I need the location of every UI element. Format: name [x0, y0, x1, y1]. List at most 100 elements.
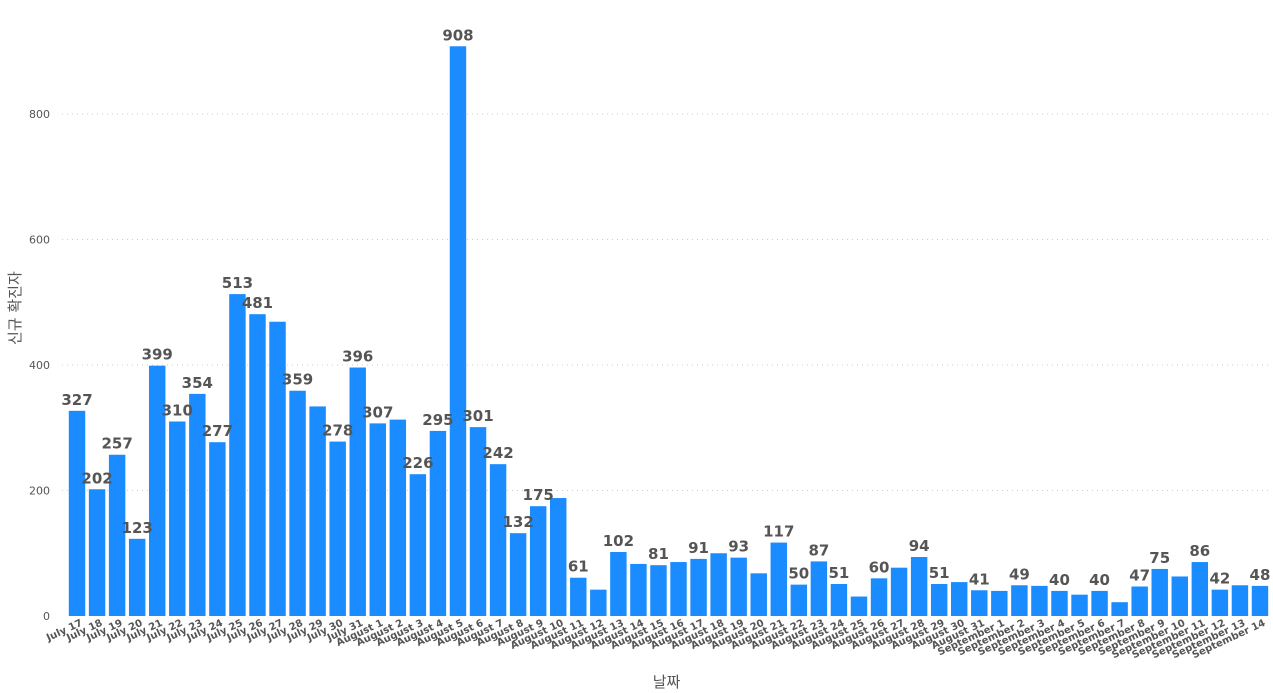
bar-september-9[interactable] [1151, 568, 1168, 616]
data-label: 123 [122, 519, 153, 537]
bar-july-27[interactable] [269, 321, 286, 616]
data-label: 396 [342, 348, 373, 366]
bar-august-7[interactable] [489, 464, 507, 616]
bar-august-9[interactable] [529, 506, 547, 616]
bar-july-26[interactable] [249, 314, 266, 616]
bar-september-8[interactable] [1131, 586, 1148, 616]
bar-august-11[interactable] [570, 577, 587, 616]
data-label: 94 [909, 537, 930, 555]
bar-july-19[interactable] [108, 454, 126, 616]
bar-august-21[interactable] [770, 542, 787, 616]
bar-july-17[interactable] [68, 410, 86, 616]
data-label: 51 [828, 564, 849, 582]
data-label: 93 [728, 538, 749, 556]
data-label: 87 [808, 541, 829, 559]
bar-july-18[interactable] [88, 489, 106, 616]
bar-september-12[interactable] [1211, 589, 1229, 616]
bar-august-2[interactable] [389, 419, 407, 616]
bar-august-30[interactable] [951, 582, 968, 616]
bar-september-2[interactable] [1011, 585, 1028, 616]
data-label: 48 [1250, 566, 1271, 584]
bar-july-24[interactable] [209, 442, 226, 616]
bar-august-25[interactable] [850, 596, 868, 616]
data-label: 202 [81, 469, 112, 487]
data-label: 40 [1049, 571, 1070, 589]
bar-august-3[interactable] [409, 474, 427, 616]
data-label: 481 [242, 294, 273, 312]
bar-august-8[interactable] [509, 533, 527, 616]
data-label: 117 [763, 523, 794, 541]
data-label: 132 [502, 513, 533, 531]
bar-august-5[interactable] [449, 46, 467, 616]
y-tick-label: 600 [29, 234, 50, 247]
bar-august-31[interactable] [971, 590, 988, 616]
data-label: 75 [1149, 549, 1170, 567]
bar-september-7[interactable] [1111, 602, 1128, 616]
bar-august-26[interactable] [870, 578, 888, 616]
bar-september-4[interactable] [1051, 590, 1068, 616]
bar-august-1[interactable] [369, 423, 386, 616]
bar-august-24[interactable] [830, 584, 848, 616]
data-label: 278 [322, 422, 353, 440]
bar-september-14[interactable] [1251, 585, 1269, 616]
bar-august-17[interactable] [690, 558, 707, 616]
data-label: 908 [442, 26, 473, 44]
bar-august-4[interactable] [429, 430, 447, 616]
data-label: 513 [222, 274, 253, 292]
bar-september-6[interactable] [1091, 590, 1108, 616]
data-label: 301 [462, 407, 493, 425]
data-label: 310 [162, 401, 193, 419]
bar-july-20[interactable] [128, 538, 146, 616]
data-label: 257 [101, 435, 132, 453]
y-tick-label: 200 [29, 485, 50, 498]
data-label: 86 [1189, 542, 1210, 560]
data-label: 242 [482, 444, 513, 462]
bar-august-13[interactable] [610, 552, 627, 616]
bar-august-23[interactable] [810, 561, 828, 616]
bar-september-5[interactable] [1071, 594, 1088, 616]
bar-july-22[interactable] [169, 421, 186, 616]
bar-july-28[interactable] [289, 390, 306, 616]
data-label: 102 [603, 532, 634, 550]
bar-august-16[interactable] [670, 562, 687, 616]
data-label: 277 [202, 422, 233, 440]
bar-august-27[interactable] [890, 567, 908, 616]
bar-august-10[interactable] [550, 498, 567, 616]
bar-july-23[interactable] [189, 393, 206, 616]
data-label: 354 [182, 374, 213, 392]
y-tick-label: 0 [43, 610, 50, 623]
data-label: 41 [969, 570, 990, 588]
bar-september-10[interactable] [1171, 576, 1188, 616]
data-labels: 327 202 257 123 399 310 354 277 513 481 359 278 396 3… [61, 26, 1270, 589]
bar-august-12[interactable] [590, 589, 607, 616]
bar-september-3[interactable] [1031, 585, 1048, 616]
bar-july-31[interactable] [349, 367, 366, 616]
bar-august-22[interactable] [790, 584, 808, 616]
bar-july-21[interactable] [149, 365, 166, 616]
bar-august-15[interactable] [650, 565, 667, 616]
bars [68, 46, 1269, 616]
bar-august-14[interactable] [630, 563, 647, 616]
data-label: 51 [929, 564, 950, 582]
bar-august-20[interactable] [750, 573, 767, 616]
data-label: 50 [788, 565, 809, 583]
bar-august-18[interactable] [710, 553, 727, 616]
bar-august-19[interactable] [730, 557, 747, 616]
y-axis-title: 신규 확진자 [6, 271, 24, 345]
bar-august-6[interactable] [469, 427, 487, 616]
bar-august-29[interactable] [930, 584, 948, 616]
data-label: 40 [1089, 571, 1110, 589]
data-label: 49 [1009, 565, 1030, 583]
bar-august-28[interactable] [910, 557, 928, 616]
y-tick-label: 800 [29, 108, 50, 121]
x-axis-title: 날짜 [652, 673, 681, 691]
data-label: 307 [362, 403, 393, 421]
bar-september-13[interactable] [1231, 585, 1249, 616]
bar-july-30[interactable] [329, 441, 346, 616]
bar-july-29[interactable] [309, 406, 326, 616]
bar-september-11[interactable] [1191, 562, 1209, 616]
bar-july-25[interactable] [229, 294, 246, 616]
bar-september-1[interactable] [991, 590, 1008, 616]
